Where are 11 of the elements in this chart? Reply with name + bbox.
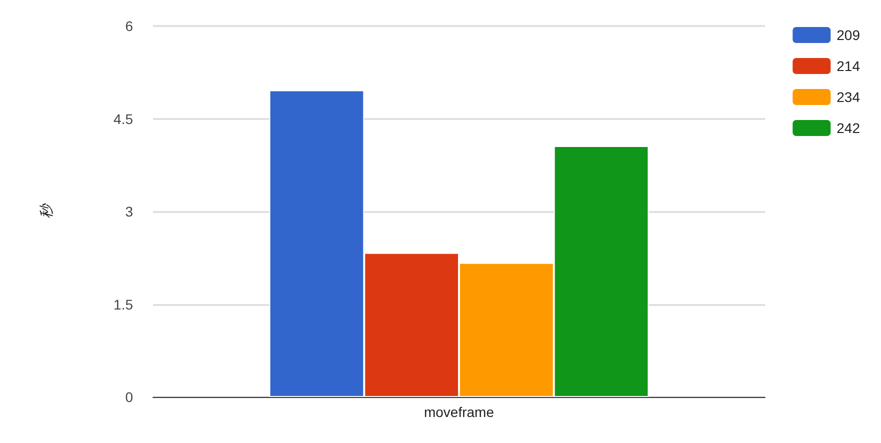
legend-label: 209 — [836, 27, 860, 43]
y-tick-label: 1.5 — [114, 296, 134, 312]
y-tick-label: 4.5 — [114, 110, 134, 127]
x-tick-label: moveframe — [424, 404, 494, 420]
legend-label: 214 — [836, 58, 860, 74]
y-tick-label: 0 — [125, 389, 134, 405]
legend-label: 242 — [836, 120, 860, 136]
legend-label: 234 — [836, 89, 860, 105]
y-axis-title: 秒 — [38, 202, 54, 218]
y-tick-label: 3 — [125, 204, 134, 220]
y-tick-label: 6 — [125, 18, 134, 34]
